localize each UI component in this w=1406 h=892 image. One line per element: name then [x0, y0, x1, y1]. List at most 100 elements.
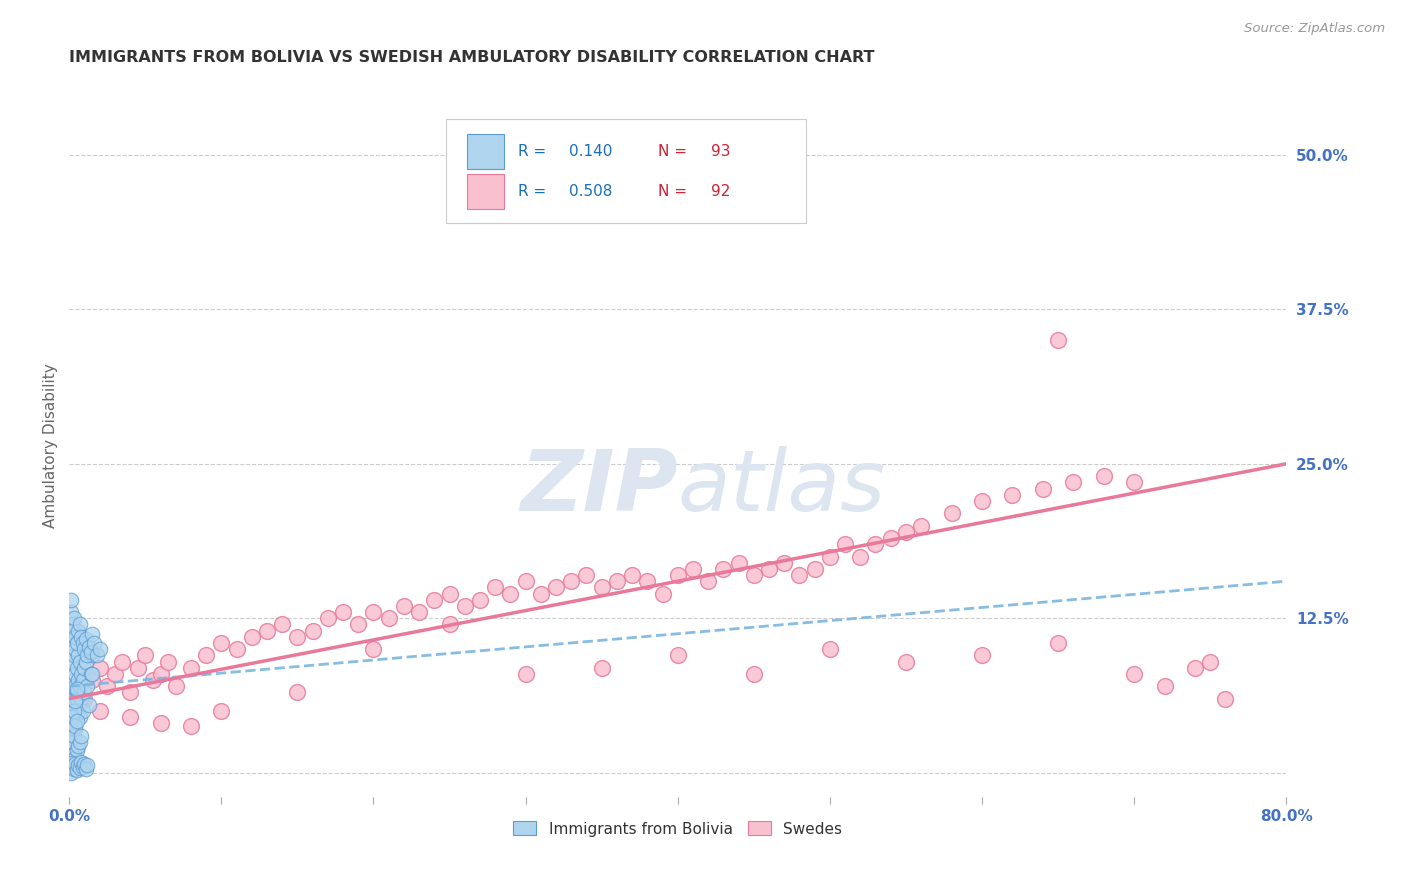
Point [66, 764, 89, 778]
Point [142, 673, 165, 687]
Point [66, 681, 89, 696]
Text: ZIP: ZIP [520, 446, 678, 529]
Point [60, 624, 83, 638]
Point [439, 586, 461, 600]
Point [76, 679, 98, 693]
Point [72, 759, 94, 773]
Point [66, 743, 89, 757]
Point [910, 518, 932, 533]
Point [636, 574, 658, 589]
Point [62, 729, 84, 743]
Point [1047, 333, 1070, 347]
Text: 0.140: 0.140 [569, 145, 613, 159]
Point [66, 691, 89, 706]
Point [515, 666, 537, 681]
Point [69, 655, 91, 669]
Bar [467, 134, 503, 169]
Point [758, 562, 780, 576]
Point [77, 640, 100, 654]
Point [66, 661, 89, 675]
Point [682, 562, 704, 576]
Legend: Immigrants from Bolivia, Swedes: Immigrants from Bolivia, Swedes [508, 815, 848, 843]
Point [894, 655, 917, 669]
Point [225, 642, 247, 657]
Point [65, 679, 87, 693]
Point [818, 642, 841, 657]
Point [79, 666, 101, 681]
Point [127, 661, 149, 675]
Point [711, 562, 734, 576]
Point [515, 574, 537, 589]
Point [67, 648, 90, 663]
Point [62, 611, 84, 625]
Point [1062, 475, 1084, 490]
Point [60, 756, 83, 770]
Point [70, 630, 93, 644]
Point [59, 729, 82, 743]
Point [62, 673, 84, 687]
Point [75, 655, 97, 669]
Point [149, 666, 172, 681]
Point [59, 741, 82, 756]
Point [60, 655, 83, 669]
Point [560, 574, 582, 589]
Point [67, 704, 90, 718]
Point [65, 698, 87, 712]
Point [73, 685, 96, 699]
Point [271, 617, 294, 632]
Point [316, 611, 339, 625]
Point [80, 648, 103, 663]
Point [742, 666, 765, 681]
Point [77, 698, 100, 712]
Point [96, 679, 118, 693]
Point [72, 704, 94, 718]
Point [544, 581, 567, 595]
Point [941, 506, 963, 520]
Point [865, 537, 887, 551]
Point [60, 735, 83, 749]
Point [60, 759, 83, 773]
Point [392, 599, 415, 613]
Point [69, 761, 91, 775]
Point [59, 765, 82, 780]
Point [727, 556, 749, 570]
Point [60, 698, 83, 712]
Point [60, 679, 83, 693]
Point [408, 605, 430, 619]
Text: IMMIGRANTS FROM BOLIVIA VS SWEDISH AMBULATORY DISABILITY CORRELATION CHART: IMMIGRANTS FROM BOLIVIA VS SWEDISH AMBUL… [69, 50, 875, 65]
Point [287, 630, 309, 644]
Point [849, 549, 872, 564]
Point [80, 673, 103, 687]
Text: 0.508: 0.508 [569, 185, 613, 199]
Point [651, 586, 673, 600]
Point [89, 704, 111, 718]
Point [803, 562, 825, 576]
Point [1153, 679, 1175, 693]
Point [75, 632, 97, 647]
Point [65, 719, 87, 733]
Point [468, 592, 491, 607]
Point [575, 568, 598, 582]
Point [60, 710, 83, 724]
Point [73, 757, 96, 772]
Point [65, 630, 87, 644]
Point [287, 685, 309, 699]
Point [970, 494, 993, 508]
Point [60, 753, 83, 767]
Point [149, 716, 172, 731]
Point [423, 592, 446, 607]
Point [209, 704, 232, 718]
Point [65, 694, 87, 708]
Point [83, 636, 105, 650]
Point [879, 531, 901, 545]
Point [332, 605, 354, 619]
Point [454, 599, 477, 613]
Point [62, 630, 84, 644]
Point [76, 758, 98, 772]
Point [347, 617, 370, 632]
Point [79, 645, 101, 659]
Point [1001, 488, 1024, 502]
Point [67, 739, 90, 753]
Point [1032, 482, 1054, 496]
Point [66, 636, 89, 650]
